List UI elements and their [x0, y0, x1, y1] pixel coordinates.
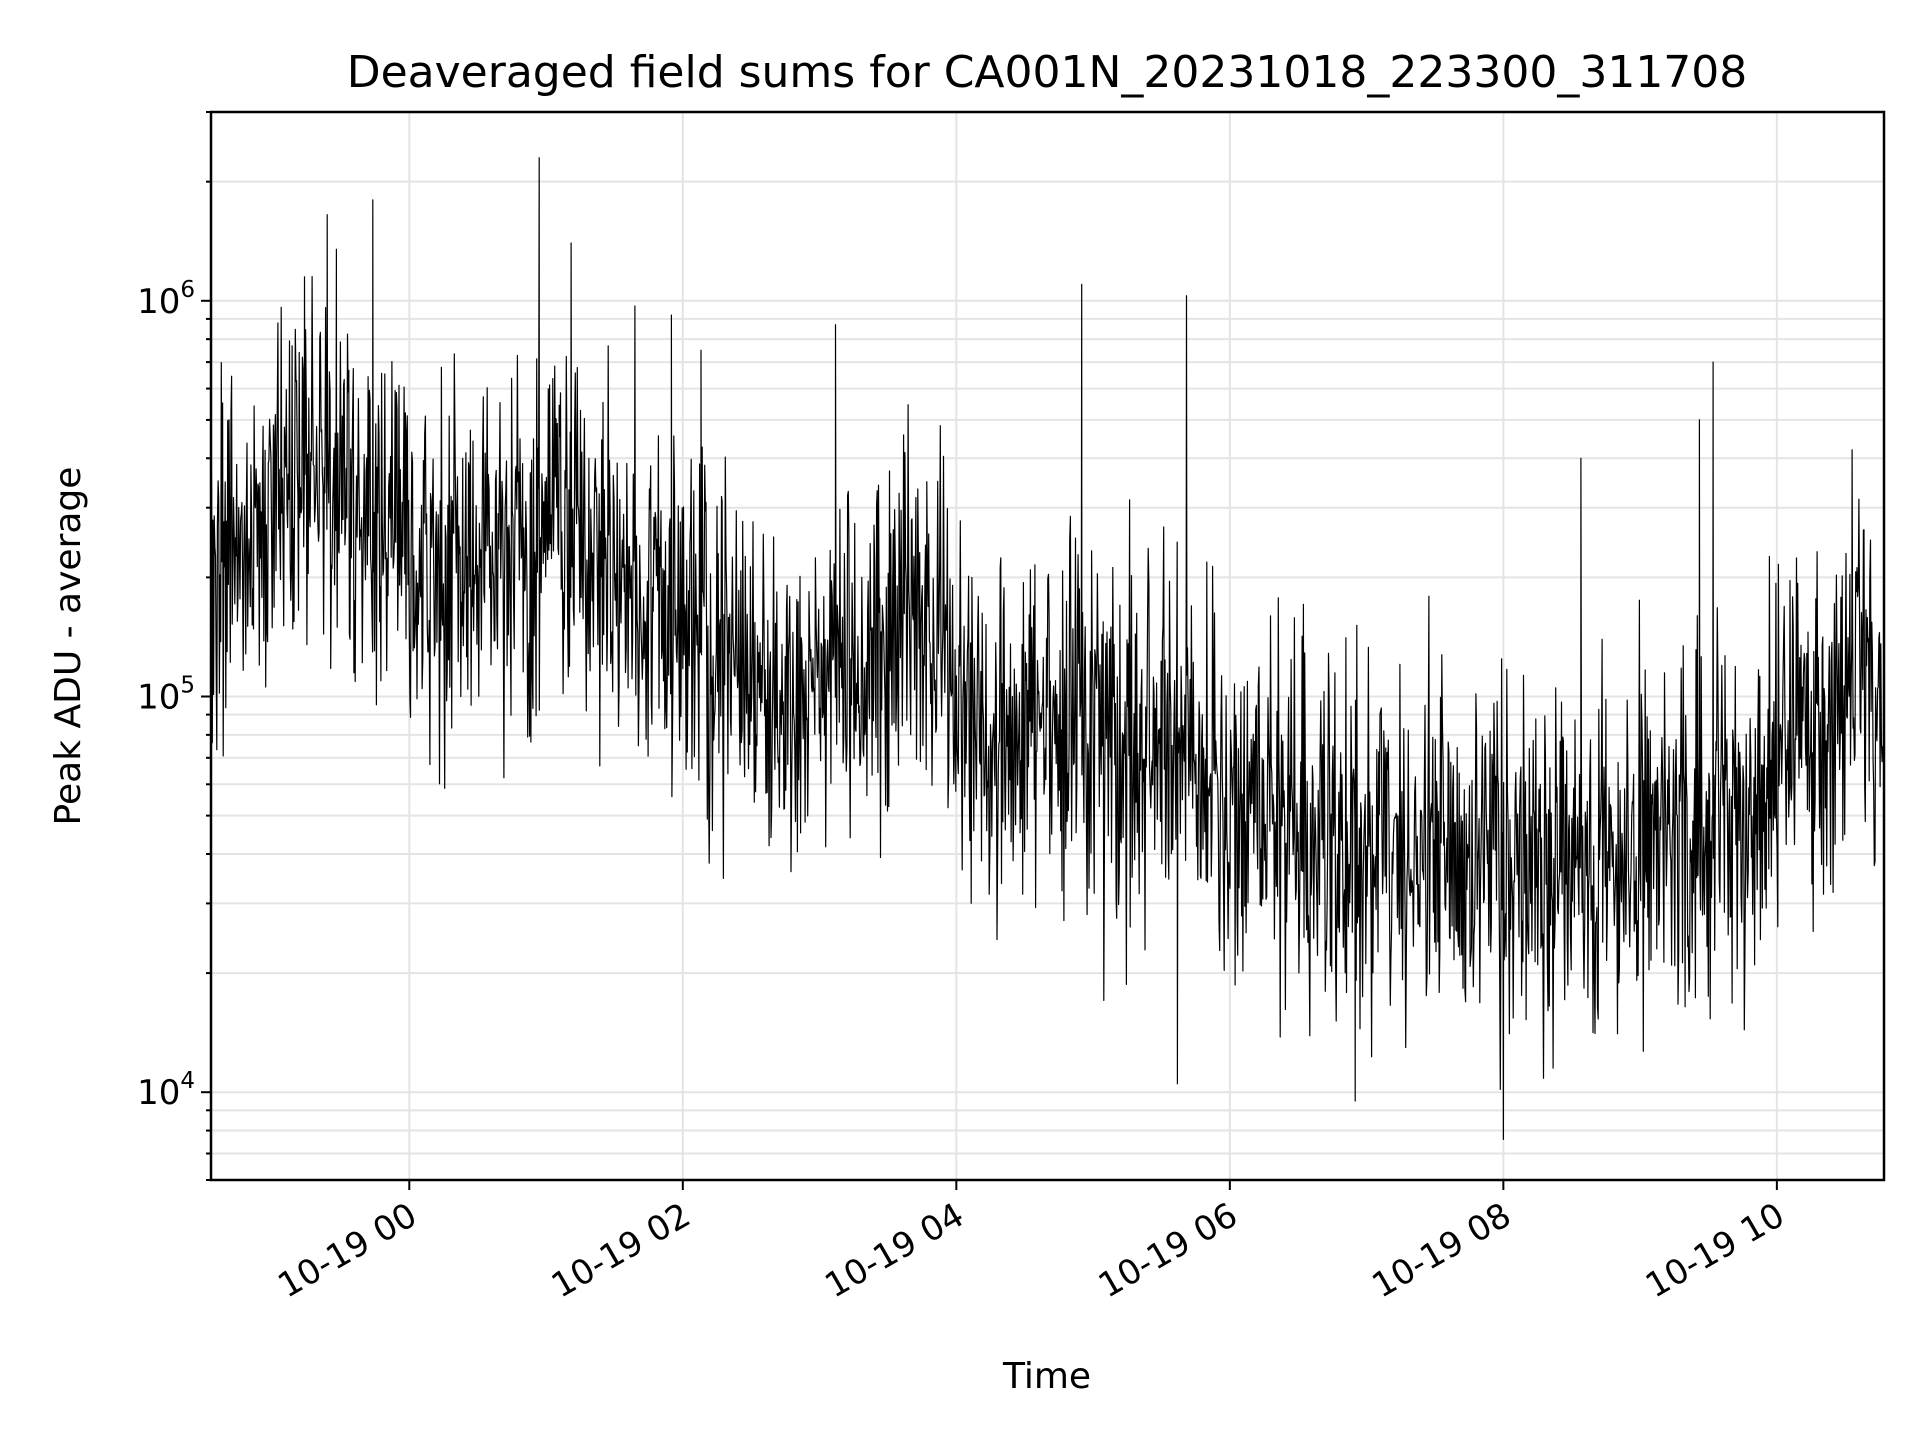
y-tick-label: 104 — [137, 1068, 195, 1113]
y-tick-label: 106 — [137, 277, 195, 322]
y-axis-label: Peak ADU - average — [48, 467, 89, 826]
y-tick-label: 105 — [137, 673, 195, 718]
series-layer — [210, 157, 1885, 1140]
y-axis: 104 105 106 — [137, 111, 211, 1181]
chart-title: Deaveraged field sums for CA001N_2023101… — [347, 47, 1748, 98]
x-axis-label: Time — [1002, 1356, 1091, 1397]
plot-frame — [209, 110, 1886, 1182]
series-line — [210, 157, 1885, 1140]
